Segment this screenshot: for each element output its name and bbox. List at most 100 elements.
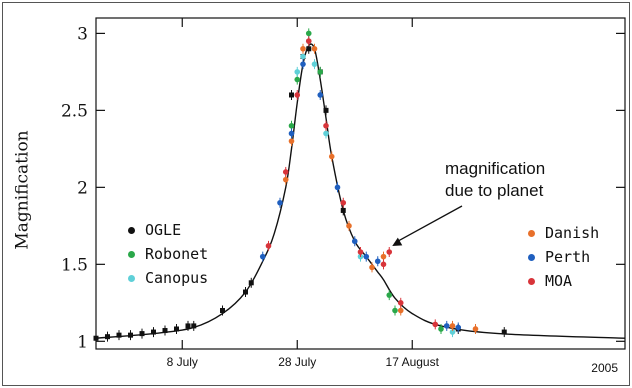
y-tick-label: 1 bbox=[77, 332, 88, 352]
data-point-canopus bbox=[294, 69, 301, 75]
legend-marker-ogle bbox=[128, 226, 135, 234]
data-point-moa bbox=[340, 199, 347, 206]
data-point-moa bbox=[386, 249, 393, 255]
data-point-moa bbox=[265, 243, 272, 249]
data-point-moa bbox=[432, 321, 439, 328]
data-point-ogle bbox=[105, 334, 110, 340]
data-point-moa bbox=[282, 169, 289, 175]
legend-item-robonet: Robonet bbox=[128, 242, 208, 266]
data-point-ogle bbox=[162, 328, 168, 334]
data-point-robonet bbox=[438, 326, 444, 332]
legend-label-ogle: OGLE bbox=[145, 221, 182, 239]
data-point-danish bbox=[449, 323, 456, 329]
y-tick-label: 2 bbox=[77, 178, 88, 198]
legend-marker-canopus bbox=[128, 274, 135, 282]
x-tick-label: 8 July bbox=[167, 355, 198, 369]
data-point-ogle bbox=[185, 323, 191, 329]
data-point-ogle bbox=[501, 329, 507, 335]
data-point-robonet bbox=[294, 76, 301, 83]
data-point-ogle bbox=[220, 308, 225, 314]
planet-annotation: magnification due to planet bbox=[445, 158, 545, 202]
data-point-ogle bbox=[248, 280, 254, 286]
data-point-robonet bbox=[392, 307, 398, 314]
data-point-ogle bbox=[116, 332, 122, 338]
annotation-arrow-head bbox=[392, 237, 403, 247]
legend-item-canopus: Canopus bbox=[128, 266, 208, 290]
legend-item-danish: Danish bbox=[528, 221, 599, 245]
legend-label-perth: Perth bbox=[545, 248, 591, 266]
legend-item-perth: Perth bbox=[528, 245, 599, 269]
data-point-ogle bbox=[323, 107, 329, 113]
legend-right: Danish Perth MOA bbox=[528, 221, 599, 293]
data-point-canopus bbox=[300, 53, 306, 60]
x-tick-label: 28 July bbox=[278, 355, 316, 369]
data-point-moa bbox=[397, 300, 404, 306]
data-point-moa bbox=[305, 38, 312, 44]
annotation-line-2: due to planet bbox=[445, 181, 544, 200]
data-point-ogle bbox=[243, 289, 248, 295]
data-point-danish bbox=[328, 153, 335, 160]
y-tick-label: 2.5 bbox=[61, 101, 88, 121]
data-point-moa bbox=[380, 261, 387, 268]
annotation-line-1: magnification bbox=[445, 159, 546, 178]
x-tick-label: 17 August bbox=[386, 355, 440, 369]
data-point-ogle bbox=[289, 92, 294, 98]
data-point-danish bbox=[311, 45, 318, 52]
data-point-perth bbox=[300, 61, 306, 67]
data-point-perth bbox=[351, 238, 358, 245]
data-point-ogle bbox=[191, 323, 197, 329]
data-point-danish bbox=[369, 264, 375, 271]
data-point-canopus bbox=[311, 61, 318, 67]
data-point-robonet bbox=[386, 292, 393, 298]
x-axis-year-label: 2005 bbox=[591, 361, 618, 375]
data-point-moa bbox=[357, 249, 364, 255]
data-point-danish bbox=[397, 307, 404, 314]
model-curve bbox=[95, 43, 626, 339]
data-point-perth bbox=[455, 324, 462, 331]
legend-marker-perth bbox=[528, 253, 535, 261]
data-point-perth bbox=[363, 253, 370, 260]
legend-marker-robonet bbox=[128, 250, 135, 258]
plot-frame bbox=[95, 17, 626, 350]
data-point-ogle bbox=[93, 335, 99, 341]
data-point-danish bbox=[288, 138, 295, 144]
data-point-canopus bbox=[449, 329, 456, 335]
data-point-danish bbox=[346, 223, 352, 229]
legend-marker-danish bbox=[528, 229, 535, 237]
y-axis-label: Magnification bbox=[12, 130, 33, 250]
legend-item-moa: MOA bbox=[528, 269, 599, 293]
legend-label-moa: MOA bbox=[545, 272, 573, 290]
data-point-perth bbox=[334, 184, 341, 191]
legend-marker-moa bbox=[528, 277, 535, 285]
data-point-ogle bbox=[139, 331, 145, 337]
data-point-ogle bbox=[340, 207, 346, 213]
annotation-arrow-line bbox=[395, 205, 463, 243]
legend-item-ogle: OGLE bbox=[128, 218, 208, 242]
data-point-ogle bbox=[174, 326, 179, 332]
data-point-robonet bbox=[305, 30, 312, 37]
data-point-moa bbox=[294, 92, 301, 98]
legend-label-canopus: Canopus bbox=[145, 269, 209, 287]
data-point-danish bbox=[300, 45, 306, 52]
y-tick-label: 3 bbox=[77, 24, 88, 44]
data-point-ogle bbox=[306, 46, 312, 52]
data-point-ogle bbox=[151, 329, 156, 335]
data-point-robonet bbox=[288, 122, 295, 129]
data-point-perth bbox=[259, 253, 266, 260]
y-tick-label: 1.5 bbox=[61, 255, 88, 275]
data-point-danish bbox=[472, 326, 479, 332]
data-point-perth bbox=[374, 258, 381, 265]
data-point-danish bbox=[282, 176, 289, 183]
legend-label-robonet: Robonet bbox=[145, 245, 209, 263]
data-point-ogle bbox=[128, 332, 133, 338]
data-point-perth bbox=[317, 92, 324, 98]
data-point-moa bbox=[323, 122, 329, 129]
legend-label-danish: Danish bbox=[545, 224, 600, 242]
data-point-canopus bbox=[323, 130, 329, 137]
data-point-perth bbox=[443, 323, 450, 329]
legend-left: OGLE Robonet Canopus bbox=[128, 218, 208, 290]
data-point-perth bbox=[288, 130, 295, 137]
